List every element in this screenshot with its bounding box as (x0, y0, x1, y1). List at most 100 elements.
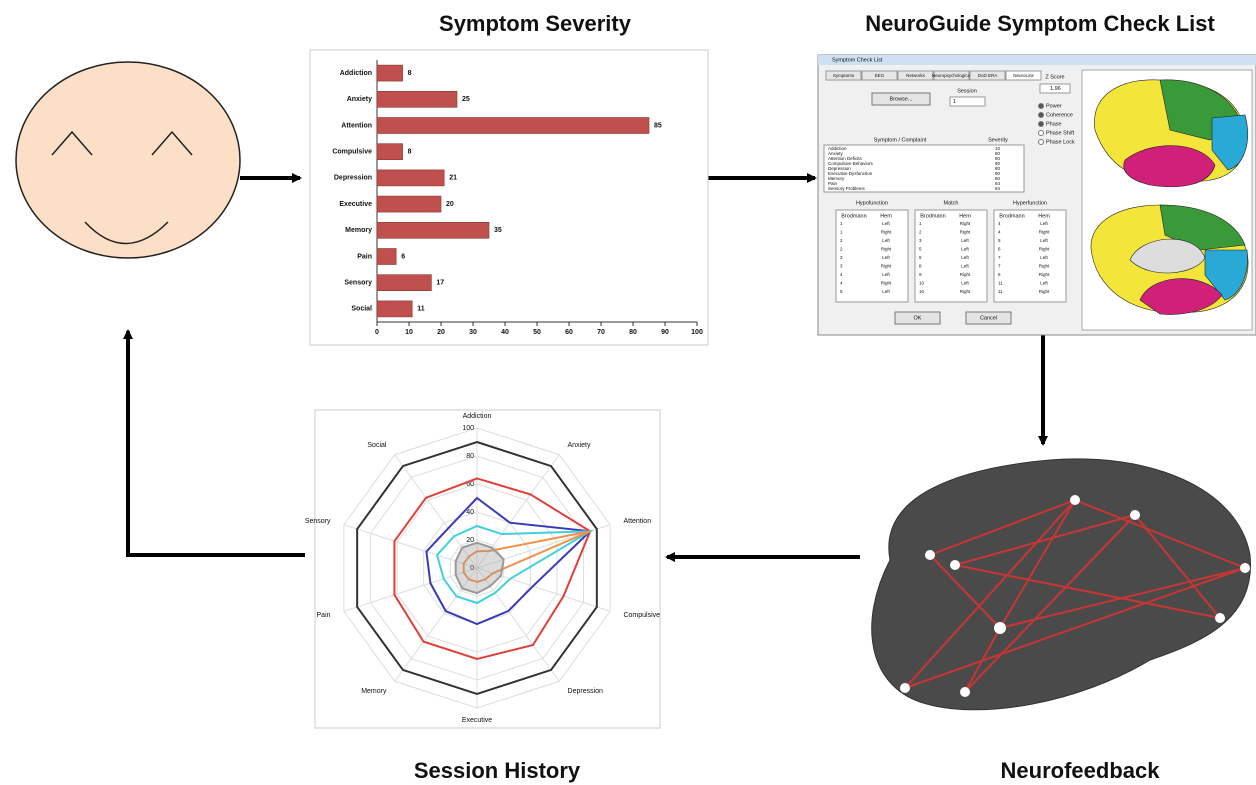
cell: Left (882, 289, 890, 294)
value-label: 35 (494, 227, 502, 234)
cell: Left (882, 238, 890, 243)
option-label: Phase Shift (1046, 130, 1075, 136)
title-bar (818, 55, 1256, 65)
table-title: Hyperfunction (1013, 200, 1047, 206)
title: Symptom Severity (439, 11, 632, 36)
cell: 3 (840, 255, 843, 260)
x-tick-label: 0 (375, 329, 379, 336)
connection (954, 514, 1136, 566)
cell: 4 (840, 281, 843, 286)
category-label: Sensory (305, 518, 331, 525)
value-label: 11 (417, 306, 425, 313)
face-outline (15, 61, 241, 259)
lobe (1123, 145, 1216, 188)
cell: Right (1039, 247, 1050, 252)
category-label: Attention (341, 122, 372, 129)
cell: Right (1039, 230, 1050, 235)
category-label: Compulsive (623, 612, 660, 619)
connection (1074, 499, 1246, 569)
symptom: Attention Deficits (828, 156, 863, 161)
category-label: Pain (357, 253, 372, 260)
cell: Right (881, 264, 892, 269)
radio[interactable] (1038, 130, 1044, 136)
tab[interactable] (969, 70, 1006, 81)
value-label: 8 (408, 149, 412, 156)
symptom: Executive Dysfunction (828, 171, 873, 176)
cell: 7 (998, 255, 1001, 260)
node (960, 687, 970, 697)
bar (376, 248, 397, 265)
column-header: Brodmann (999, 213, 1024, 219)
cell: Right (960, 221, 971, 226)
value-label: 25 (462, 96, 470, 103)
cell: 1 (840, 221, 843, 226)
cell: 4 (840, 272, 843, 277)
bar (376, 300, 413, 318)
category-label: Social (367, 442, 387, 449)
cell: Left (1040, 281, 1048, 286)
table-title: Match (944, 200, 959, 206)
radio[interactable] (1038, 112, 1044, 118)
radio[interactable] (1038, 139, 1044, 145)
value-label: 21 (449, 175, 457, 182)
x-tick-label: 10 (405, 329, 413, 336)
r-tick-label: 60 (466, 481, 474, 488)
category-label: Addiction (463, 413, 492, 420)
connection (964, 514, 1136, 693)
cell: Left (1040, 221, 1048, 226)
spoke (476, 454, 560, 569)
smile (84, 221, 169, 245)
radio[interactable] (1038, 121, 1044, 127)
cell: Right (960, 289, 971, 294)
connection (929, 499, 1076, 556)
browse-button[interactable] (871, 92, 931, 106)
severity: 80 (995, 156, 1001, 161)
cell: 5 (919, 247, 922, 252)
tab-label: Symptoms (833, 73, 855, 78)
cell: 2 (919, 230, 922, 235)
cell: Left (1040, 255, 1048, 260)
connection (929, 554, 1001, 629)
option-label: Power (1046, 103, 1062, 109)
series-line (435, 524, 595, 605)
cell: Right (881, 281, 892, 286)
tab-label: Neuropsychological (932, 73, 971, 78)
option-label: Phase (1046, 121, 1062, 127)
tab[interactable] (1005, 70, 1042, 81)
ok-button[interactable] (894, 311, 941, 325)
session-field[interactable] (949, 96, 986, 107)
cell: 11 (998, 289, 1003, 294)
lobe (1159, 204, 1246, 251)
z-field[interactable] (1039, 83, 1071, 94)
tab[interactable] (825, 70, 862, 81)
bar (376, 169, 445, 187)
cell: 1 (840, 230, 843, 235)
x-tick-label: 40 (501, 329, 509, 336)
cell: 6 (998, 247, 1001, 252)
cancel-button[interactable] (965, 311, 1012, 325)
tab[interactable] (897, 70, 934, 81)
cell: Right (881, 230, 892, 235)
tab-label: EEG (875, 73, 885, 78)
severity: 80 (995, 176, 1001, 181)
spoke (394, 454, 478, 569)
table-title: Hypofunction (856, 200, 888, 206)
window-title: Symptom Check List (832, 57, 883, 63)
value-label: 20 (446, 201, 454, 208)
cell: 4 (998, 230, 1001, 235)
title: NeuroGuide Symptom Check List (865, 11, 1215, 36)
category-label: Depression (568, 688, 604, 695)
radio[interactable] (1038, 103, 1044, 109)
column-header: Brodmann (841, 213, 866, 219)
category-label: Sensory (344, 280, 372, 287)
lobe (1129, 238, 1206, 274)
button-label: Cancel (980, 315, 997, 321)
face (15, 61, 241, 259)
tab[interactable] (933, 70, 970, 81)
column-header: Hem (1038, 213, 1050, 219)
r-tick-label: 20 (466, 537, 474, 544)
bar (376, 222, 490, 239)
tab[interactable] (861, 70, 898, 81)
cell: Left (882, 221, 890, 226)
cell: 1 (919, 221, 922, 226)
